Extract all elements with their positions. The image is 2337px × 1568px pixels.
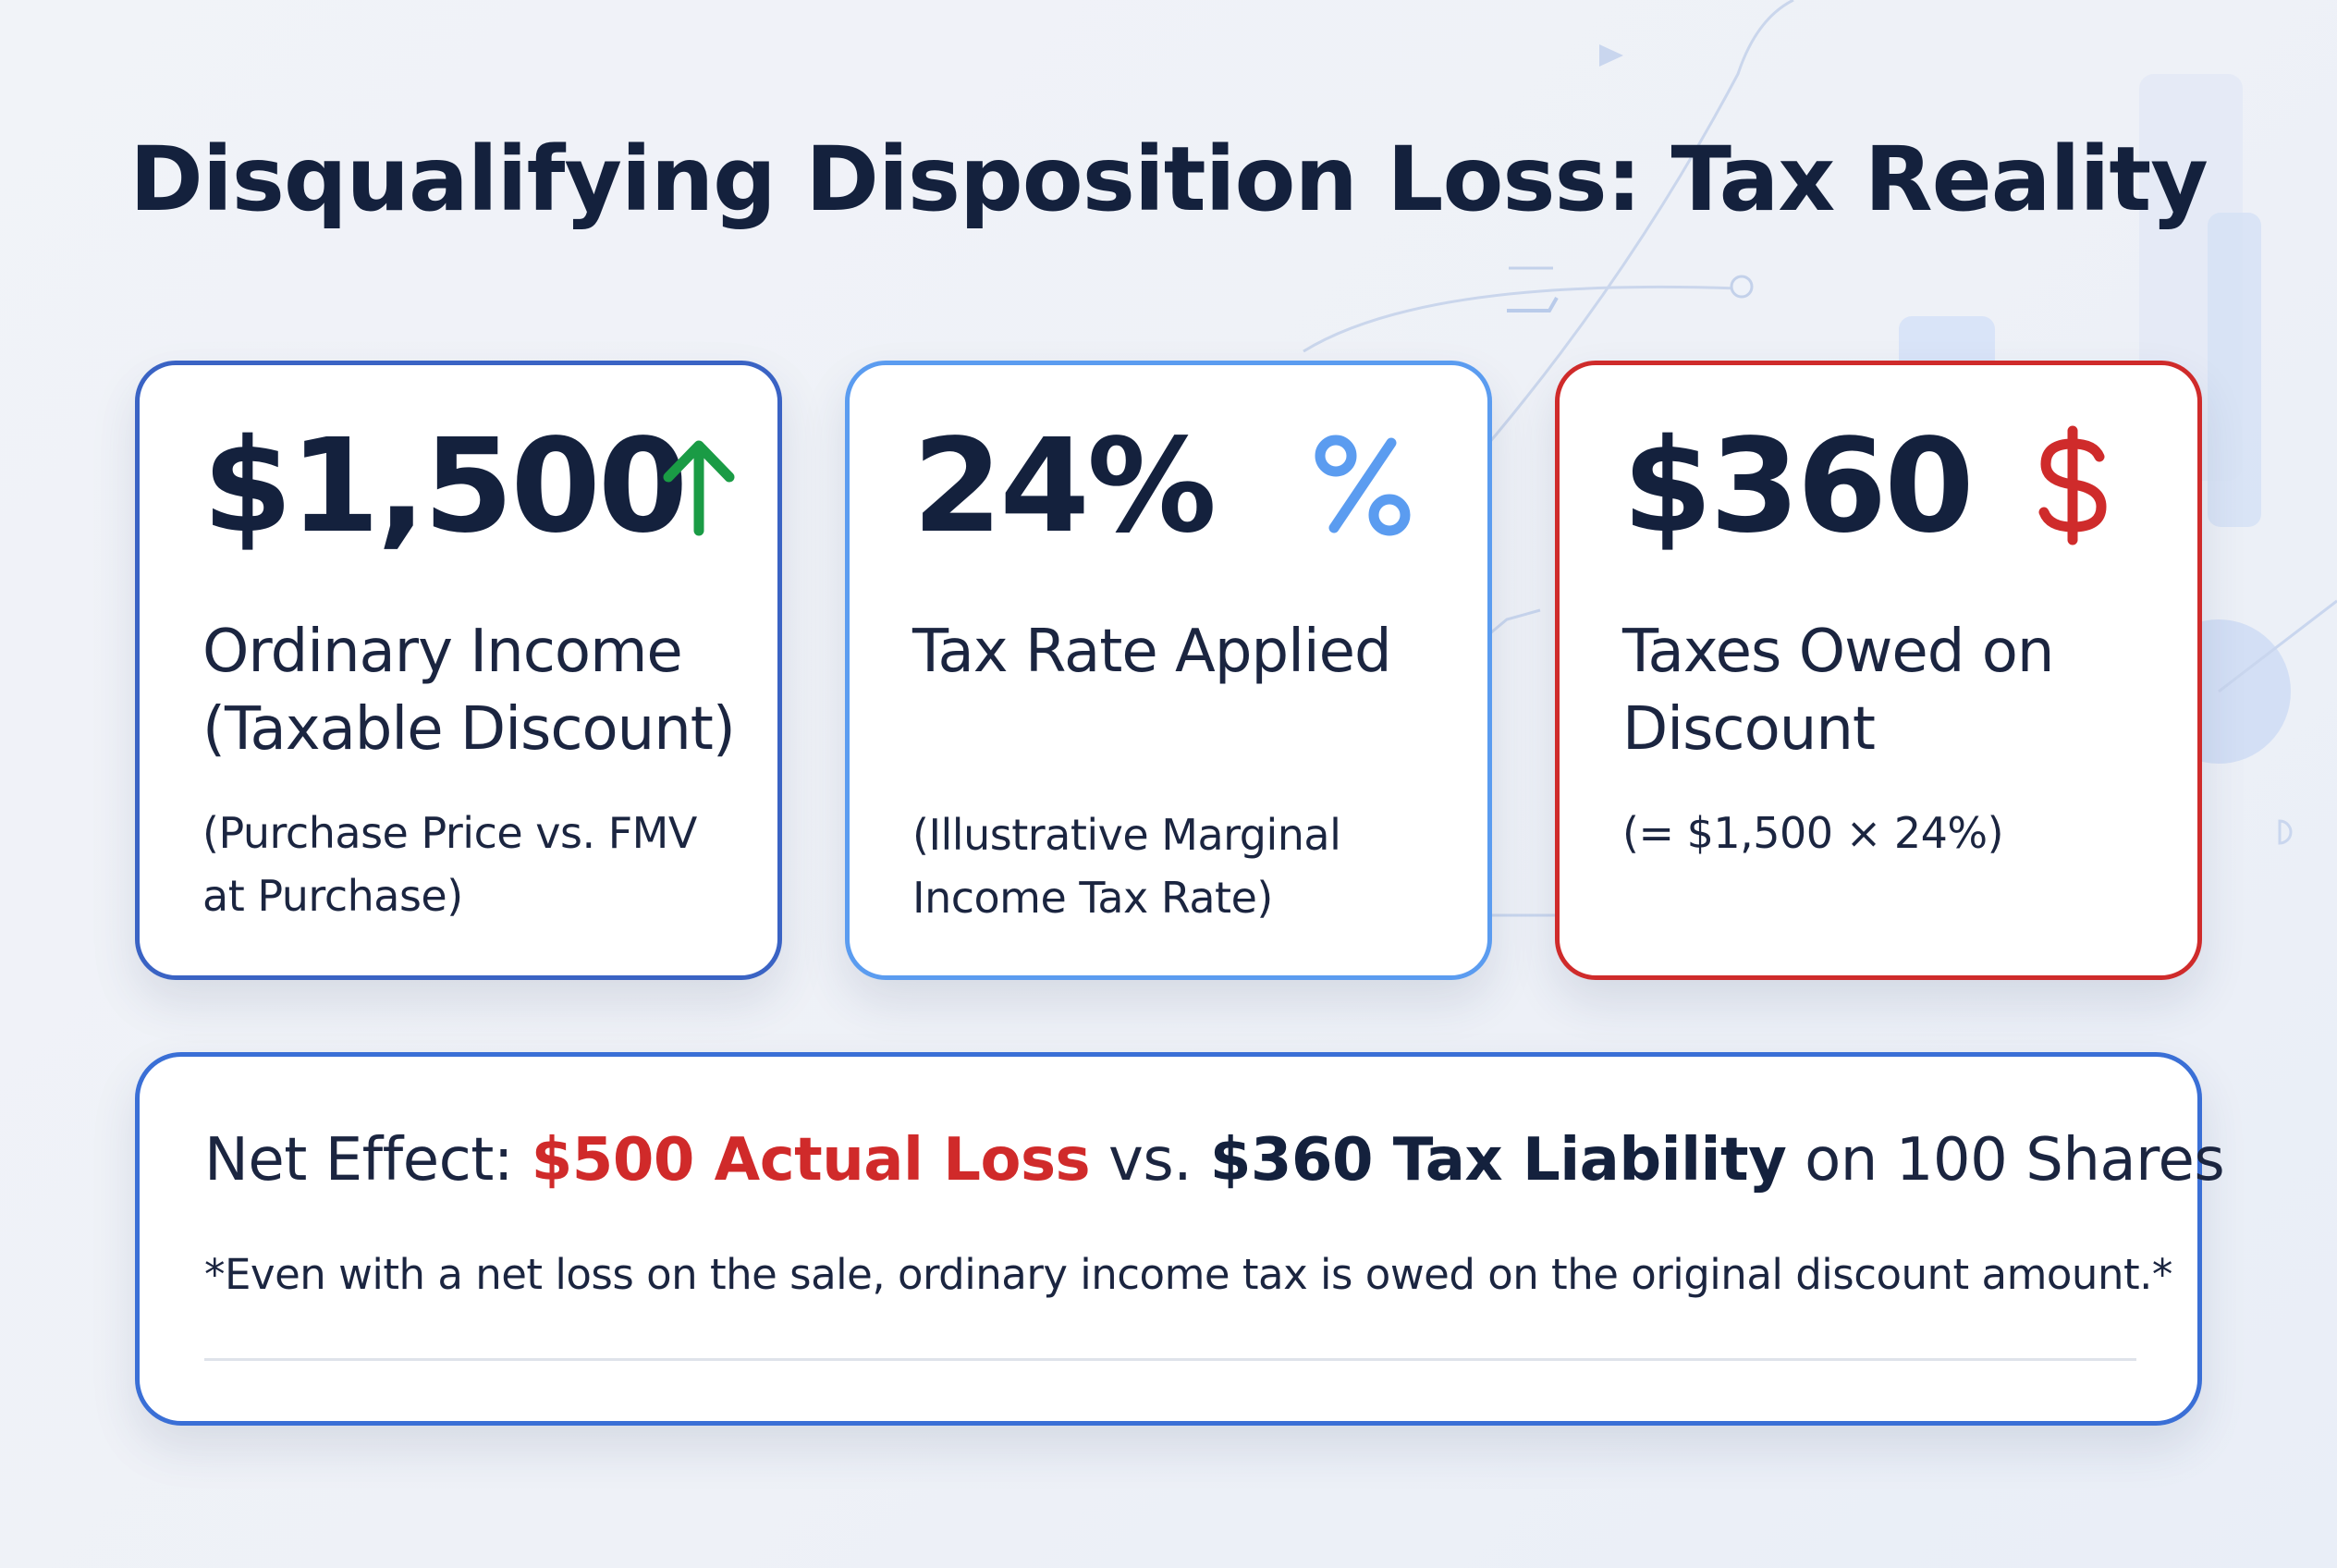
versus-text: vs. [1090,1126,1210,1194]
arrow-up-icon [648,430,750,541]
taxes-owed-note: (= $1,500 × 24%) [1622,808,2004,858]
taxes-owed-label: Taxes Owed on Discount [1622,618,2054,764]
page-title: Disqualifying Disposition Loss: Tax Real… [129,128,2209,231]
actual-loss-value: $500 Actual Loss [531,1126,1091,1194]
ordinary-income-card: $1,500 Ordinary Income (Taxable Discount… [135,361,782,980]
footnote: *Even with a net loss on the sale, ordin… [204,1250,2172,1299]
tax-rate-value: 24% [912,411,1217,562]
net-effect-summary: Net Effect: $500 Actual Loss vs. $360 Ta… [135,1052,2225,1426]
percent-icon [1312,430,1413,541]
ordinary-income-value: $1,500 [202,411,688,562]
tax-rate-card: 24% Tax Rate Applied (Illustrative Margi… [845,361,1492,980]
taxes-owed-card: $360 Taxes Owed on Discount (= $1,500 × … [1555,361,2202,980]
dollar-icon [2022,425,2123,545]
ordinary-income-note: (Purchase Price vs. FMV at Purchase) [202,808,697,921]
taxes-owed-value: $360 [1622,411,1975,562]
net-effect-prefix: Net Effect: [204,1126,532,1194]
tax-liability-value: $360 Tax Liability [1209,1126,1787,1194]
ordinary-income-label: Ordinary Income (Taxable Discount) [202,618,736,764]
tax-rate-label: Tax Rate Applied [912,618,1392,686]
tax-rate-note: (Illustrative Marginal Income Tax Rate) [912,810,1341,923]
net-effect-headline: Net Effect: $500 Actual Loss vs. $360 Ta… [204,1121,2225,1199]
divider [204,1358,2136,1361]
shares-text: on 100 Shares [1786,1126,2225,1194]
